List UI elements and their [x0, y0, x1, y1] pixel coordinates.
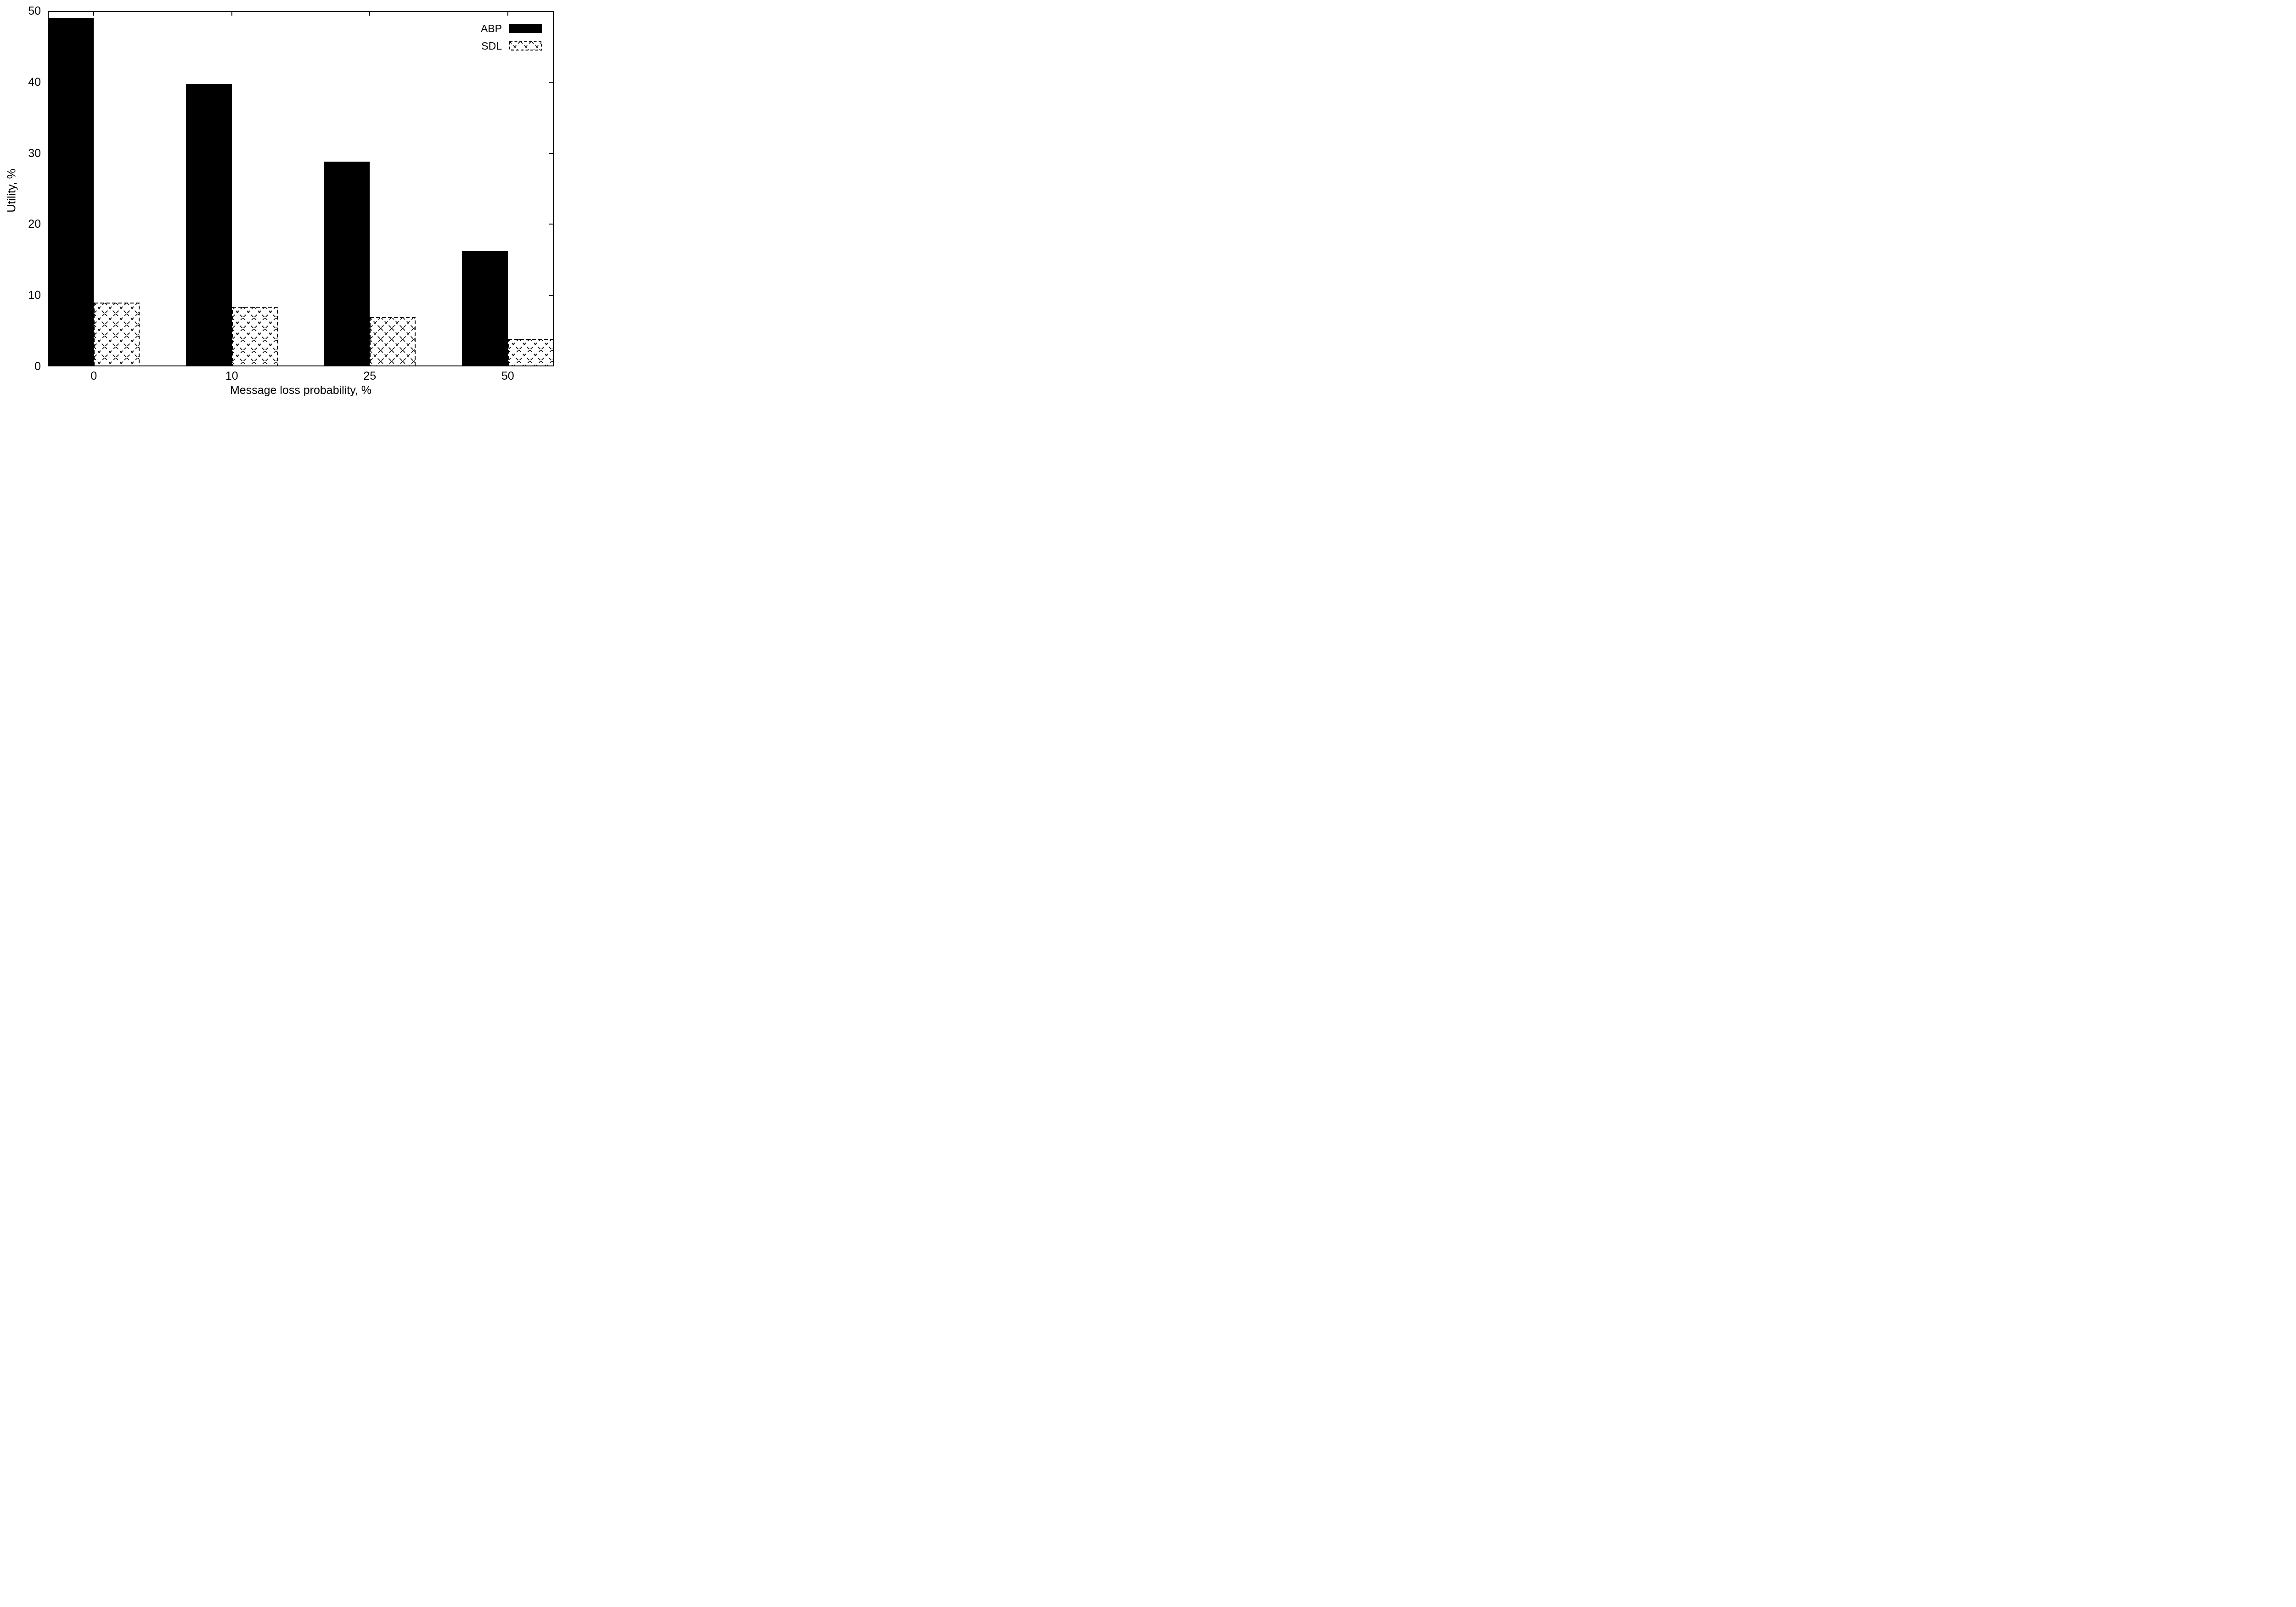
x-tick-top-50: [507, 11, 508, 16]
x-tick-top-25: [369, 11, 371, 16]
y-tick-label-40: 40: [28, 75, 41, 89]
bar-sdl-25: [370, 317, 416, 366]
y-tick-right-30: [549, 152, 554, 154]
bar-sdl-10: [231, 306, 278, 366]
bar-abp-0: [48, 18, 94, 366]
x-tick-label-50: 50: [501, 370, 514, 382]
x-tick-top-10: [231, 11, 232, 16]
x-axis-title: Message loss probability, %: [230, 384, 371, 397]
plot-area: ABP SDL: [48, 11, 554, 366]
y-tick-right-20: [549, 224, 554, 225]
legend-entry-sdl: SDL: [481, 40, 542, 51]
y-tick-label-50: 50: [28, 5, 41, 17]
x-tick-label-10: 10: [225, 370, 238, 382]
bar-abp-10: [186, 84, 232, 366]
legend-label-sdl: SDL: [481, 39, 502, 52]
legend-swatch-hatched: [509, 41, 542, 51]
legend-entry-abp: ABP: [481, 23, 542, 34]
y-axis-title-text: Utility, %: [5, 169, 18, 213]
x-tick-label-0: 0: [90, 370, 97, 382]
y-tick-label-30: 30: [28, 146, 41, 160]
bar-abp-50: [461, 251, 508, 366]
y-tick-right-40: [549, 81, 554, 83]
bar-abp-25: [324, 162, 370, 366]
x-tick-label-25: 25: [363, 370, 377, 382]
y-tick-label-0: 0: [34, 360, 41, 373]
legend-label-abp: ABP: [480, 22, 502, 34]
bar-sdl-0: [94, 302, 140, 366]
y-tick-label-20: 20: [28, 218, 41, 231]
y-tick-right-10: [549, 295, 554, 296]
x-tick-top-0: [93, 11, 95, 16]
bar-sdl-50: [507, 338, 554, 366]
bar-chart: ABP SDL Utility, % Message loss probabili…: [0, 0, 574, 402]
y-tick-label-10: 10: [28, 289, 41, 302]
legend-swatch-solid: [509, 24, 542, 33]
